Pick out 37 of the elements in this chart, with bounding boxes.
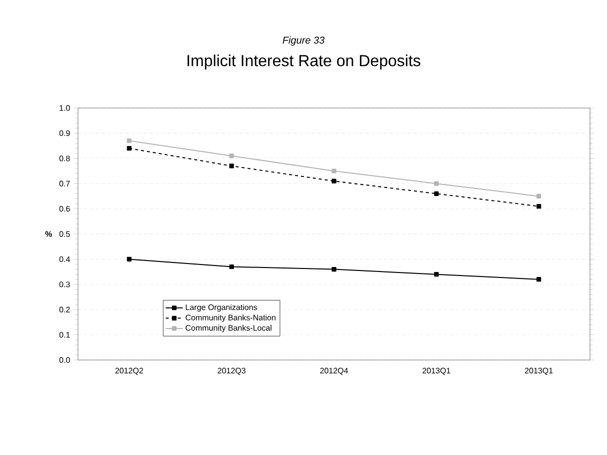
point (332, 266, 336, 272)
point (126, 138, 132, 144)
legend-label: Community Banks-Nation (186, 314, 276, 322)
y-tick-label: 0.9 (59, 130, 70, 136)
x-tick-label: 2012Q3 (218, 368, 246, 375)
y-tick-label: 0.4 (59, 256, 70, 262)
point (126, 146, 132, 151)
y-tick-label: 0.6 (59, 206, 70, 212)
y-tick-label: 0.3 (59, 282, 70, 288)
point (536, 194, 542, 198)
point (229, 154, 234, 158)
legend-label: Large Organizations (186, 304, 258, 312)
y-tick-label: 0.0 (59, 357, 70, 363)
point (126, 256, 132, 262)
y-tick-label: 0.2 (59, 306, 70, 312)
y-tick-label: 1.0 (60, 105, 70, 111)
y-tick-label: 0.7 (59, 180, 70, 186)
point (434, 272, 439, 277)
chart-title: Implicit Interest Rate on Deposits (188, 54, 420, 70)
point (229, 264, 234, 270)
x-tick-label: 2012Q4 (320, 368, 348, 375)
point (332, 178, 336, 184)
legend-label: Community Banks-Local (186, 324, 272, 332)
y-axis-title: % (45, 231, 52, 237)
point (536, 204, 542, 209)
x-tick-label: 2012Q2 (115, 368, 144, 375)
x-tick-label: 2013Q1 (524, 368, 553, 375)
y-tick-label: 0.5 (59, 231, 70, 237)
chart-subtitle: Figure 33 (282, 36, 325, 46)
y-tick-label: 0.8 (59, 156, 70, 162)
point (434, 191, 439, 196)
point (332, 168, 336, 174)
y-tick-label: 0.1 (59, 332, 70, 338)
x-tick-label: 2013Q1 (422, 368, 450, 375)
point (536, 277, 542, 282)
point (434, 181, 439, 186)
point (229, 164, 234, 168)
